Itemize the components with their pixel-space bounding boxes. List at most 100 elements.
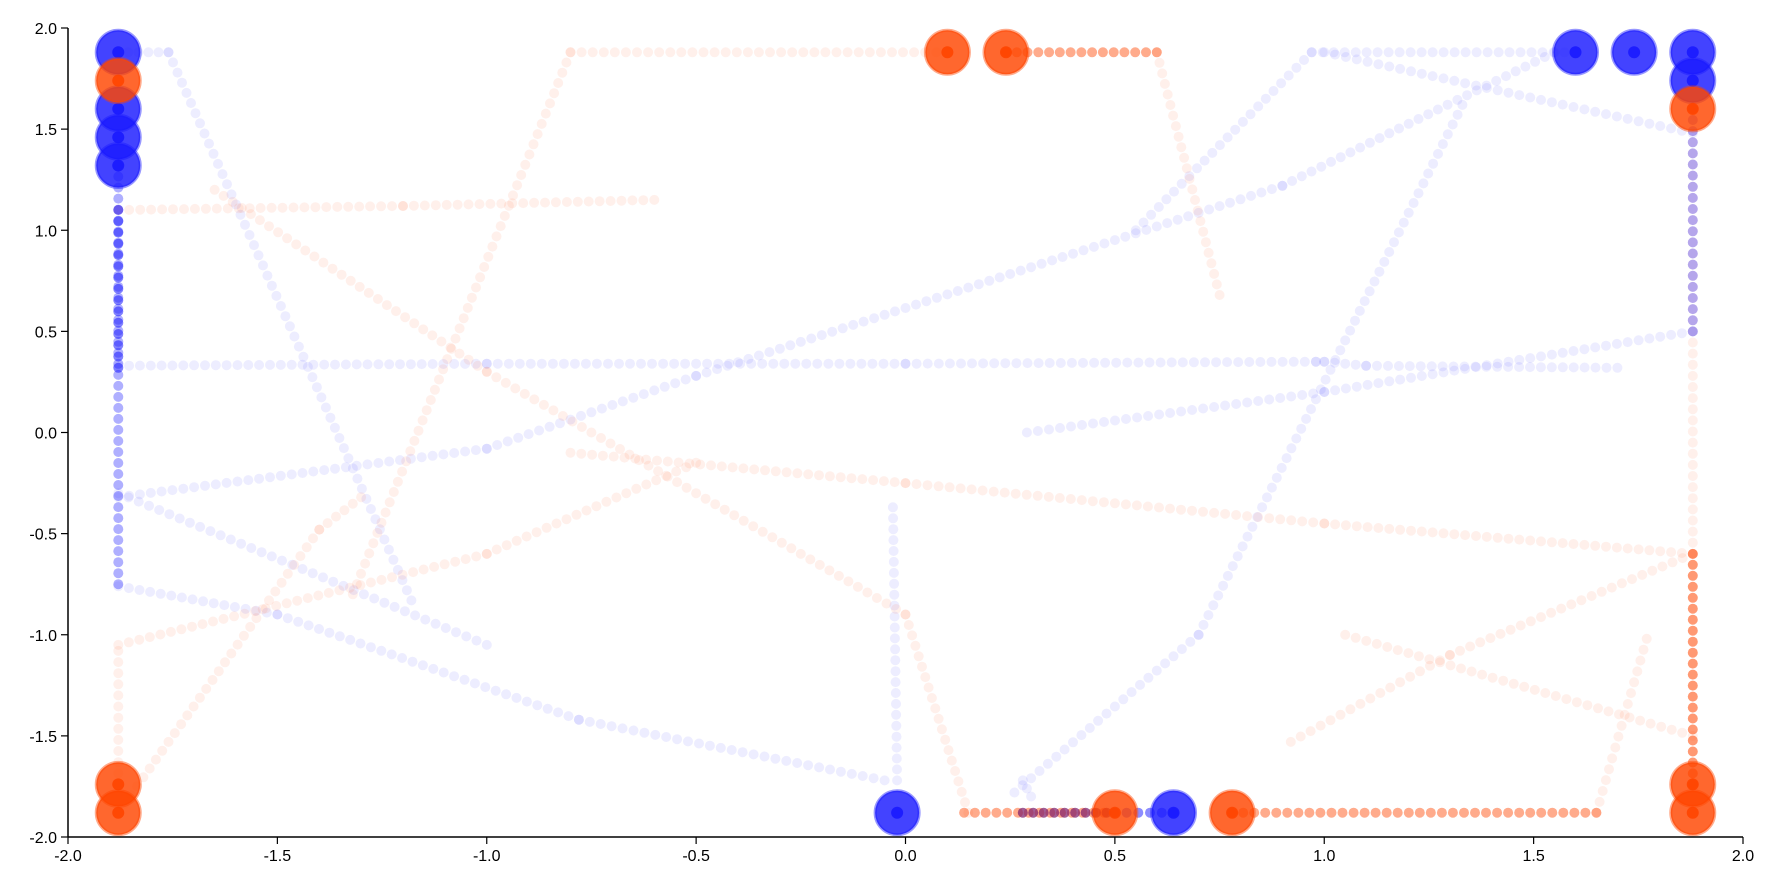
trail-dot	[1026, 262, 1037, 273]
trail-dot	[770, 466, 781, 477]
trail-dot	[399, 606, 410, 617]
trail-dot	[113, 391, 124, 402]
trail-dot	[891, 604, 901, 614]
trail-dot	[966, 484, 977, 495]
trail-dot	[856, 358, 867, 369]
trail-dot	[1687, 614, 1698, 625]
trail-dot	[922, 358, 933, 369]
trail-dot	[516, 170, 527, 180]
trail-dot	[510, 383, 521, 394]
markers-layer	[94, 28, 1717, 837]
trail-dot	[842, 47, 853, 58]
trail-dot	[1130, 225, 1141, 236]
trail-dot	[1687, 515, 1698, 526]
trail-dot	[240, 603, 251, 614]
trail-dot	[334, 433, 345, 443]
trail-dot	[1687, 691, 1698, 702]
trail-dot	[1447, 807, 1458, 818]
trail-dot	[264, 595, 274, 606]
trail-dot	[481, 639, 492, 650]
trail-dot	[1169, 186, 1179, 197]
trail-dot	[1601, 340, 1611, 351]
trail-dot	[735, 358, 746, 369]
trail-dot	[1109, 498, 1120, 509]
trail-dot	[691, 457, 702, 468]
trail-dot	[1176, 504, 1186, 515]
trail-dot	[1508, 678, 1519, 689]
trail-dot	[113, 380, 124, 391]
trail-dot	[576, 410, 586, 421]
trail-dot	[379, 534, 390, 545]
y-tick-label: 0.5	[35, 324, 57, 341]
trail-dot	[890, 644, 901, 655]
trail-dot	[1687, 181, 1698, 192]
trail-dot	[867, 358, 878, 369]
trail-dot	[1656, 721, 1667, 732]
trail-dot	[1042, 758, 1053, 769]
trail-dot	[1132, 412, 1143, 423]
trail-dot	[1477, 669, 1488, 680]
trail-dot	[310, 202, 321, 213]
trail-dot	[892, 775, 903, 786]
trail-dot	[738, 515, 749, 526]
trail-dot	[1131, 500, 1142, 511]
trail-dot	[1306, 166, 1317, 177]
trail-dot	[1320, 374, 1331, 385]
trail-dot	[311, 382, 322, 393]
trail-dot	[1335, 345, 1346, 356]
trail-dot	[1460, 530, 1471, 541]
trail-dot	[1204, 204, 1215, 215]
trail-dot	[1442, 99, 1453, 110]
trail-dot	[1586, 591, 1597, 601]
trail-dot	[1222, 357, 1233, 368]
trail-dot	[891, 709, 902, 720]
trail-dot	[490, 685, 501, 696]
trail-dot	[401, 456, 412, 467]
trail-dot	[1155, 357, 1166, 368]
trail-dot	[950, 766, 961, 776]
trail-dot	[168, 57, 178, 68]
blue-marker-core	[1167, 806, 1180, 819]
trail-dot	[1021, 427, 1032, 438]
blue-marker-core	[1628, 46, 1641, 59]
trail-dot	[1266, 482, 1277, 493]
trail-dot	[243, 475, 254, 486]
trail-dot	[768, 358, 779, 369]
trail-dot	[1471, 47, 1482, 58]
trail-dot	[1218, 580, 1229, 591]
trail-dot	[573, 714, 584, 725]
trail-dot	[384, 497, 395, 508]
trail-dot	[481, 548, 492, 559]
trail-dot	[1176, 178, 1187, 189]
trail-dot	[858, 316, 869, 327]
trail-dot	[1481, 361, 1492, 372]
trail-dot	[887, 502, 898, 513]
trail-dot	[1647, 565, 1658, 576]
trail-dot	[628, 725, 639, 736]
trail-dot	[586, 407, 597, 418]
trail-dot	[1165, 100, 1176, 110]
trail-dot	[113, 712, 124, 723]
trail-dot	[1687, 304, 1698, 315]
trail-dot	[1340, 629, 1351, 640]
trail-dot	[1687, 192, 1698, 203]
trail-dot	[591, 358, 602, 369]
trail-dot	[1109, 235, 1120, 246]
trail-dot	[550, 197, 561, 208]
trail-dot	[1118, 694, 1129, 705]
trail-dot	[365, 201, 376, 212]
trail-dot	[1423, 168, 1434, 179]
trail-dot	[1011, 358, 1022, 369]
trail-dot	[113, 491, 124, 501]
trail-dot	[1362, 379, 1373, 390]
trail-dot	[1364, 286, 1375, 297]
trail-dot	[1088, 241, 1099, 252]
trail-dot	[561, 57, 572, 68]
trail-dot	[1436, 807, 1447, 818]
trail-dot	[450, 333, 461, 344]
trail-dot	[1154, 502, 1164, 513]
trail-dot	[1231, 399, 1242, 409]
trail-dot	[824, 565, 835, 576]
trail-dot	[487, 241, 498, 252]
trail-dot	[215, 530, 226, 541]
